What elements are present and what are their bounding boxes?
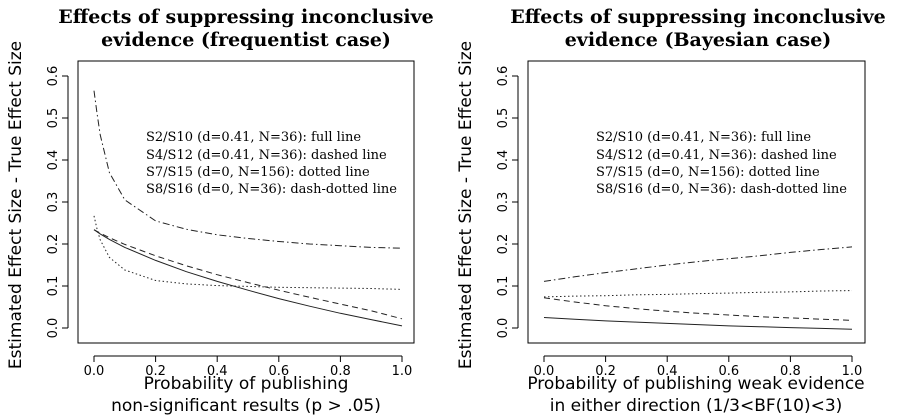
series-line-dashed [543, 297, 853, 321]
axes: 0.0 0.2 0.4 0.6 0.8 1.0 0.0 0.1 0.2 0.3 0.4 0.5 0.6 [46, 66, 412, 379]
chart-title-line-1: Effects of suppressing inconclusive [58, 6, 434, 28]
plot-frame [527, 60, 866, 344]
x-tick-label: 0.0 [84, 364, 105, 379]
y-tick-label: 0.1 [46, 276, 61, 297]
series-line-dash-dotted [93, 90, 403, 249]
y-tick-label: 0.4 [46, 150, 61, 171]
x-tick-label: 0.4 [657, 364, 678, 379]
y-tick-label: 0.0 [46, 318, 61, 339]
panel-frequentist: Effects of suppressing inconclusive evid… [6, 6, 434, 416]
legend-entry-1: S2/S10 (d=0.41, N=36): full line [596, 130, 811, 145]
x-axis-label-line-2: non-significant results (p > .05) [111, 396, 381, 416]
y-axis-label: Estimated Effect Size - True Effect Size [456, 41, 476, 369]
x-tick-label: 0.8 [330, 364, 351, 379]
legend-entry-1: S2/S10 (d=0.41, N=36): full line [146, 130, 361, 145]
series-line-dotted [93, 215, 403, 290]
legend: S2/S10 (d=0.41, N=36): full line S4/S12 … [596, 130, 847, 197]
series-line-dotted [543, 290, 853, 298]
legend-entry-4: S8/S16 (d=0, N=36): dash-dotted line [146, 182, 397, 197]
x-tick-label: 1.0 [842, 364, 863, 379]
plot-frame [77, 60, 415, 344]
x-tick-label: 0.6 [718, 364, 739, 379]
y-tick-label: 0.6 [496, 66, 511, 87]
y-tick-label: 0.1 [496, 276, 511, 297]
y-tick-label: 0.4 [496, 150, 511, 171]
legend-entry-2: S4/S12 (d=0.41, N=36): dashed line [146, 148, 387, 163]
y-tick-label: 0.3 [46, 192, 61, 213]
y-tick-label: 0.5 [46, 108, 61, 129]
x-tick-label: 0.8 [780, 364, 801, 379]
x-tick-label: 0.4 [207, 364, 228, 379]
x-axis-label-line-1: Probability of publishing weak evidence [527, 374, 864, 394]
x-tick-label: 0.0 [534, 364, 555, 379]
axes: 0.0 0.2 0.4 0.6 0.8 1.0 0.0 0.1 0.2 0.3 0.4 0.5 0.6 [496, 66, 862, 379]
y-tick-label: 0.5 [496, 108, 511, 129]
chart-title-line-2: evidence (Bayesian case) [565, 29, 832, 51]
x-tick-label: 0.2 [145, 364, 166, 379]
y-tick-label: 0.2 [496, 234, 511, 255]
y-tick-label: 0.0 [496, 318, 511, 339]
legend-entry-2: S4/S12 (d=0.41, N=36): dashed line [596, 148, 837, 163]
series-line-dash-dotted [543, 246, 853, 282]
chart-title-line-1: Effects of suppressing inconclusive [510, 6, 886, 28]
y-tick-label: 0.6 [46, 66, 61, 87]
series-line-dashed [93, 229, 403, 320]
series-lines [93, 90, 403, 327]
legend-entry-3: S7/S15 (d=0, N=156): dotted line [146, 165, 370, 180]
x-tick-label: 1.0 [392, 364, 413, 379]
y-tick-label: 0.2 [46, 234, 61, 255]
panel-bayesian: Effects of suppressing inconclusive evid… [456, 6, 886, 416]
series-lines [543, 246, 853, 330]
legend-entry-3: S7/S15 (d=0, N=156): dotted line [596, 165, 820, 180]
y-axis-label: Estimated Effect Size - True Effect Size [6, 41, 26, 369]
series-line-solid [93, 229, 403, 327]
series-line-solid [543, 317, 853, 330]
legend-entry-4: S8/S16 (d=0, N=36): dash-dotted line [596, 182, 847, 197]
y-tick-label: 0.3 [496, 192, 511, 213]
legend: S2/S10 (d=0.41, N=36): full line S4/S12 … [146, 130, 397, 197]
chart-title-line-2: evidence (frequentist case) [101, 29, 391, 51]
x-axis-label-line-1: Probability of publishing [144, 374, 349, 394]
x-tick-label: 0.2 [595, 364, 616, 379]
x-tick-label: 0.6 [268, 364, 289, 379]
x-axis-label-line-2: in either direction (1/3<BF(10)<3) [550, 396, 843, 416]
